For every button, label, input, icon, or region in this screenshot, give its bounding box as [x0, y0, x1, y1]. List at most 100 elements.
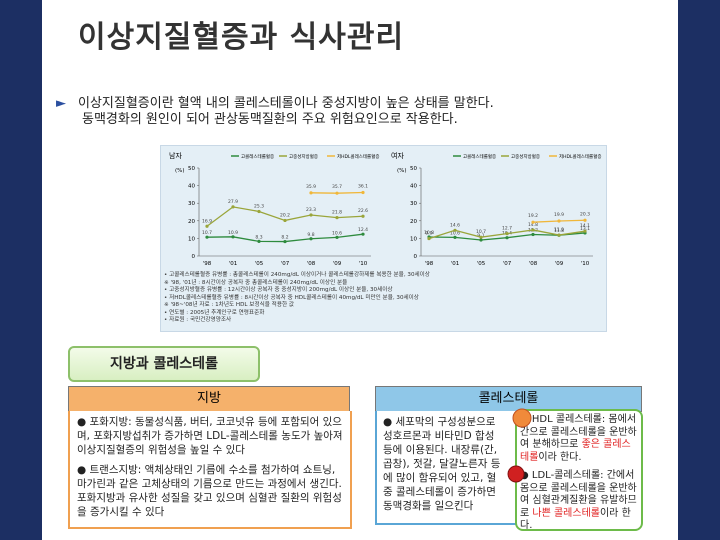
- data-label: 19.2: [528, 213, 538, 219]
- icons: [507, 408, 532, 483]
- data-label: 35.7: [332, 184, 342, 190]
- y-tick-label: 10: [410, 236, 417, 242]
- y-label: (%): [397, 168, 407, 174]
- data-label: 8.2: [281, 235, 288, 241]
- cholesterol-text: ● 세포막의 구성성분으로 성호르몬과 비타민D 합성 등에 이용된다. 내장류…: [383, 416, 501, 512]
- y-tick-label: 10: [188, 236, 195, 242]
- legend-label: 저HDL콜레스테롤혈증: [337, 153, 379, 160]
- point: [309, 213, 313, 217]
- y-tick-label: 30: [188, 201, 195, 207]
- point: [531, 220, 535, 224]
- sub-box: ● HDL 콜레스테롤: 몸에서 간으로 콜레스테롤을 운반하여 분해하므로 좋…: [515, 409, 643, 531]
- x-tick-label: '08: [307, 261, 316, 267]
- x-tick-label: '07: [281, 261, 290, 267]
- data-label: 16.9: [202, 218, 212, 224]
- text: ● HDL 콜레스테롤: 몸에서 간으로 콜레스테롤을 운반하여 분해하므로: [520, 414, 637, 450]
- y-tick-label: 40: [410, 184, 417, 190]
- data-label: 10.6: [332, 230, 342, 236]
- data-label: 20.2: [280, 212, 290, 218]
- point: [205, 235, 209, 239]
- cholesterol-body: ● 세포막의 구성성분으로 성호르몬과 비타민D 합성 등에 이용된다. 내장류…: [375, 409, 643, 531]
- point: [531, 228, 535, 232]
- data-label: 21.8: [332, 210, 342, 216]
- point: [257, 209, 261, 214]
- point: [427, 236, 431, 241]
- title: 이상지질혈증과 식사관리: [78, 20, 405, 55]
- ldl-text: ● LDL-콜레스테롤: 간에서 몸으로 콜레스테롤을 운반하여 심혈관계질환을…: [520, 470, 638, 533]
- charts: 남자 (%) 고콜레스테롤혈증 고중성지방혈증 저HDL콜레스테롤혈증 0 10 20 30 40…: [169, 151, 601, 267]
- icon: [512, 408, 532, 428]
- point: [335, 191, 339, 195]
- data-label: 10.7: [202, 230, 212, 236]
- x-tick-label: '01: [451, 261, 460, 267]
- point: [283, 218, 287, 223]
- y-tick-label: 40: [188, 184, 195, 190]
- chart-box: 남자 (%) 고콜레스테롤혈증 고중성지방혈증 저HDL콜레스테롤혈증 0 10 20 30 40…: [160, 145, 607, 332]
- point: [531, 232, 535, 237]
- legend-label: 고콜레스테롤혈증: [241, 153, 274, 160]
- data-label: 8.3: [255, 234, 262, 240]
- section-title: 지방과 콜레스테롤: [68, 346, 260, 382]
- point: [453, 235, 457, 239]
- point: [479, 238, 483, 242]
- point: [361, 232, 365, 236]
- x-tick-label: '10: [581, 261, 590, 267]
- y-tick-label: 50: [410, 166, 417, 172]
- icon: [507, 465, 525, 483]
- point: [557, 233, 561, 237]
- x-tick-label: '08: [529, 261, 538, 267]
- notes: • 고콜레스테롤혈증 유병률 : 총콜레스테롤이 240mg/dL 이상이거나 …: [160, 272, 608, 325]
- x-tick-label: '98: [203, 261, 212, 267]
- point: [361, 214, 365, 218]
- data-label: 10.6: [450, 230, 460, 236]
- fat-header: 지방: [68, 386, 350, 412]
- text: ● LDL-콜레스테롤: 간에서 몸으로 콜레스테롤을 운반하여 심혈관계질환을…: [520, 470, 637, 519]
- y-label: (%): [175, 168, 185, 174]
- note: • 연도별 : 2005년 추계인구로 연령표준화: [164, 309, 265, 316]
- x-tick-label: '09: [333, 261, 342, 267]
- point: [479, 235, 483, 239]
- fat-item: ● 트랜스지방: 액체상태인 기름에 수소를 첨가하여 쇼트닝, 마가린과 같은…: [77, 464, 342, 518]
- note: ※ '98, '01년 : 8시간이상 공복자 중 총콜레스테롤이 240mg/…: [164, 279, 348, 286]
- legend-label: 고중성지방혈증: [289, 153, 318, 160]
- data-label: 10.7: [476, 229, 486, 235]
- note: • 자료원 : 국민건강영양조사: [164, 317, 232, 323]
- point: [505, 236, 509, 240]
- legend-label: 저HDL콜레스테롤혈증: [559, 153, 601, 160]
- y-tick-label: 20: [188, 219, 195, 225]
- chart-title: 여자: [391, 151, 404, 160]
- note: • 고콜레스테롤혈증 유병률 : 총콜레스테롤이 240mg/dL 이상이거나 …: [164, 272, 430, 278]
- intro-line: 이상지질혈증이란 혈액 내의 콜레스테롤이나 중성지방이 높은 상태를 말한다.: [78, 96, 672, 112]
- point: [231, 235, 235, 239]
- y-tick-label: 0: [192, 254, 196, 260]
- data-label: 10.9: [228, 230, 238, 236]
- point: [309, 191, 313, 195]
- data-label: 14.6: [450, 222, 460, 228]
- fat-body: ● 포화지방: 동물성식품, 버터, 코코넛유 등에 포함되어 있으며, 포화지…: [68, 411, 352, 529]
- point: [453, 228, 457, 232]
- y-tick-label: 50: [188, 166, 195, 172]
- highlight: 좋은 콜레스테롤: [520, 439, 631, 463]
- point: [335, 235, 339, 239]
- intro: 이상지질혈증이란 혈액 내의 콜레스테롤이나 중성지방이 높은 상태를 말한다.…: [78, 96, 672, 128]
- note: ※ '98~'08년 자료 : 1차년도 HDL 보정식을 적용한 값: [164, 302, 295, 308]
- point: [257, 239, 261, 243]
- y-tick-label: 0: [414, 254, 418, 260]
- data-label: 20.3: [580, 211, 590, 217]
- data-label: 36.1: [358, 183, 368, 189]
- chart-title: 남자: [169, 151, 182, 160]
- point: [335, 216, 339, 220]
- highlight: 나쁜 콜레스테롤: [532, 507, 600, 519]
- point: [583, 229, 587, 233]
- data-label: 11.9: [554, 227, 564, 233]
- x-tick-label: '05: [255, 261, 264, 267]
- data-label: 11.8: [554, 228, 564, 234]
- y-tick-label: 20: [410, 219, 417, 225]
- data-label: 12.7: [502, 226, 512, 232]
- data-label: 23.3: [306, 207, 316, 213]
- data-label: 35.9: [306, 184, 316, 190]
- cholesterol-header: 콜레스테롤: [375, 386, 642, 412]
- x-tick-label: '07: [503, 261, 512, 267]
- data-label: 14.8: [528, 222, 538, 228]
- point: [361, 190, 365, 195]
